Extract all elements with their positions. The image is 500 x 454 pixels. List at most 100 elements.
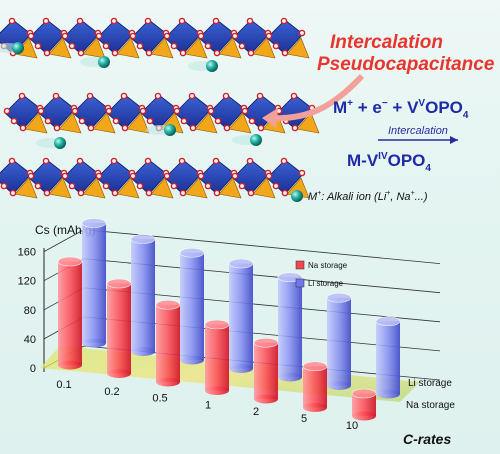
legend-swatch — [295, 278, 305, 288]
oxygen-atom — [121, 124, 129, 132]
na-bar-base — [352, 411, 376, 421]
na-bar-base — [254, 394, 278, 404]
oxygen-atom — [52, 92, 60, 100]
oxygen-atom — [213, 49, 221, 57]
oxygen-atom — [213, 189, 221, 197]
po-tetrahedron — [218, 37, 242, 59]
po-tetrahedron — [14, 177, 38, 199]
oxygen-atom — [34, 42, 42, 50]
polyhedron — [207, 92, 252, 134]
product-sub: 4 — [425, 163, 431, 174]
oxygen-atom — [178, 157, 186, 165]
po-tetrahedron — [252, 177, 276, 199]
na-bar-body — [156, 304, 180, 382]
ion-legend-sup2: + — [386, 190, 390, 197]
na-bar-cap — [204, 319, 230, 330]
li-bar-base — [229, 364, 253, 373]
li-bar — [179, 247, 205, 365]
reaction-sub: 4 — [463, 110, 469, 121]
na-bar-body — [254, 342, 278, 399]
oxygen-atom — [204, 182, 212, 190]
product-opo: OPO — [388, 151, 426, 170]
ion-legend-sup: + — [317, 190, 321, 197]
oxygen-atom — [77, 189, 85, 197]
li-bar-base — [82, 338, 106, 348]
y-axis-label: Cs (mAh/g) — [35, 223, 96, 237]
na-bar — [155, 299, 181, 387]
na-bar-body — [303, 366, 327, 408]
li-bar — [228, 258, 254, 373]
li-bar-cap — [130, 234, 156, 244]
oxygen-atom — [246, 17, 254, 25]
li-bar — [81, 218, 107, 348]
li-bar-cap — [375, 316, 401, 327]
oxygen-atom — [110, 157, 118, 165]
oxygen-atom — [256, 92, 264, 100]
oxygen-atom — [280, 157, 288, 165]
alkali-ion — [206, 60, 218, 72]
reaction-arrow-head — [450, 136, 458, 144]
oxygen-atom — [34, 182, 42, 190]
oxygen-atom — [129, 32, 137, 40]
li-bar-body — [180, 252, 204, 360]
legend-label: Li storage — [308, 279, 344, 288]
alkali-ion — [98, 56, 110, 68]
po-tetrahedron — [184, 37, 208, 59]
po-tetrahedron — [48, 177, 72, 199]
oxygen-atom — [265, 172, 273, 180]
oxygen-atom — [145, 49, 153, 57]
na-bar-cap — [351, 388, 377, 399]
oxygen-atom — [197, 32, 205, 40]
legend-swatch — [295, 260, 305, 270]
oxygen-atom — [61, 32, 69, 40]
oxygen-atom — [247, 49, 255, 57]
oxygen-atom — [280, 17, 288, 25]
na-bar-cap — [106, 278, 132, 289]
x-tick-label: 0.5 — [152, 393, 167, 405]
oxygen-atom — [189, 124, 197, 132]
oxygen-atom — [68, 182, 76, 190]
li-bar-body — [376, 321, 400, 394]
po-tetrahedron — [150, 177, 174, 199]
oxygen-atom — [204, 42, 212, 50]
reaction-e: + e — [353, 98, 382, 117]
depth-label: Na storage — [406, 400, 455, 411]
polyhedron — [71, 92, 116, 134]
oxygen-atom — [207, 107, 215, 115]
depth-labels: Li storage Na storage — [406, 378, 455, 411]
reaction-v: + V — [388, 98, 419, 117]
oxygen-atom — [272, 42, 280, 50]
oxygen-atom — [238, 182, 246, 190]
product-a: M-V — [347, 151, 379, 170]
alkali-ion — [250, 134, 262, 146]
oxygen-atom — [9, 189, 17, 197]
li-bar-body — [327, 297, 351, 386]
polyhedron — [265, 17, 310, 59]
na-bar-base — [107, 369, 131, 378]
oxygen-atom — [163, 32, 171, 40]
oxygen-atom — [43, 189, 51, 197]
li-bar-body — [82, 223, 106, 343]
reaction-opo: OPO — [425, 98, 463, 117]
oxygen-atom — [136, 182, 144, 190]
curved-arrow-head — [262, 108, 278, 128]
ion-legend-text2: , Na — [390, 191, 410, 203]
oxygen-atom — [78, 117, 86, 125]
ion-legend: M+: Alkali ion (Li+, Na+...) — [308, 190, 428, 203]
oxygen-atom — [291, 124, 299, 132]
oxygen-atom — [102, 182, 110, 190]
oxygen-atom — [68, 42, 76, 50]
oxygen-atom — [180, 117, 188, 125]
oxygen-atom — [111, 189, 119, 197]
oxygen-atom — [8, 17, 16, 25]
po-tetrahedron — [252, 37, 276, 59]
oxygen-atom — [136, 42, 144, 50]
oxygen-atom — [265, 32, 273, 40]
li-bar — [277, 272, 303, 382]
po-tetrahedron — [116, 177, 140, 199]
oxygen-atom — [0, 182, 8, 190]
oxygen-atom — [42, 157, 50, 165]
oxygen-atom — [102, 42, 110, 50]
po-tetrahedron — [82, 37, 106, 59]
mechanism-line2: Pseudocapacitance — [317, 54, 495, 75]
